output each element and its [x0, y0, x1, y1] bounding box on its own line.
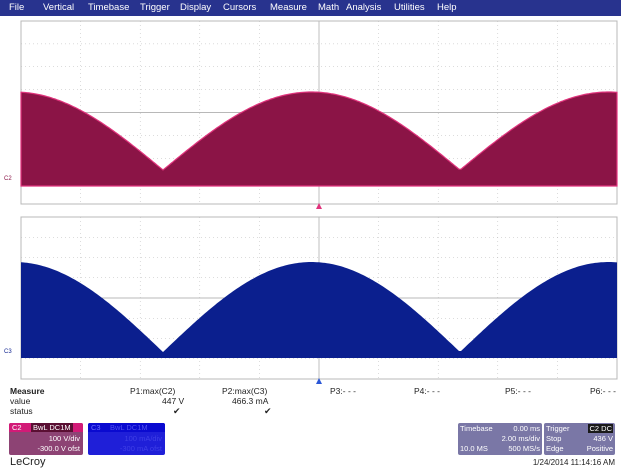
- c3-badge-name: C3: [91, 423, 101, 432]
- measure-title: Measure: [10, 386, 45, 396]
- timebase-label: Timebase: [460, 424, 493, 433]
- trace-c2: [20, 91, 618, 187]
- grid-c3[interactable]: C3: [0, 212, 621, 385]
- trigger-source: C2 DC: [588, 424, 613, 433]
- timebase-rate: 500 MS/s: [508, 444, 540, 453]
- trace-c3: [21, 262, 617, 358]
- menu-trigger[interactable]: Trigger: [140, 2, 170, 13]
- p2-status-check: ✔: [264, 406, 272, 416]
- p2-label[interactable]: P2:max(C3): [222, 386, 268, 396]
- menu-math[interactable]: Math: [318, 2, 340, 13]
- c2-marker: C2: [4, 176, 12, 182]
- trigger-mode: Stop: [546, 434, 562, 443]
- menu-display[interactable]: Display: [180, 2, 212, 13]
- trigger-marker: [316, 203, 322, 209]
- p4-label[interactable]: P4:- - -: [414, 386, 440, 396]
- c3-badge-coupling: BwL DC1M: [110, 423, 148, 432]
- timebase-scale: 2.00 ms/div: [501, 434, 540, 443]
- timebase-samples: 10.0 MS: [460, 444, 488, 453]
- menu-bar: File Vertical Timebase Trigger Display C…: [0, 0, 621, 16]
- p1-label[interactable]: P1:max(C2): [130, 386, 176, 396]
- time-marker: [316, 378, 322, 384]
- timestamp: 1/24/2014 11:14:16 AM: [532, 458, 615, 467]
- value-row-label: value: [10, 396, 31, 406]
- measure-table: Measure value status P1:max(C2) 447 V ✔ …: [0, 385, 621, 423]
- c3-badge-scale: 100 mA/div: [124, 434, 162, 443]
- p1-status-check: ✔: [173, 406, 181, 416]
- menu-measure[interactable]: Measure: [270, 2, 307, 13]
- lecroy-logo: LeCroy: [10, 456, 46, 468]
- c3-badge-offset: -300 mA ofst: [119, 444, 162, 453]
- timebase-delay: 0.00 ms: [513, 424, 540, 433]
- p1-value: 447 V: [162, 396, 185, 406]
- trigger-type: Edge: [546, 444, 564, 453]
- trigger-descriptor[interactable]: Trigger C2 DC Stop 436 V Edge Positive: [544, 423, 615, 455]
- timebase-descriptor[interactable]: Timebase 0.00 ms 2.00 ms/div 10.0 MS 500…: [458, 423, 542, 455]
- menu-analysis[interactable]: Analysis: [346, 2, 382, 13]
- p3-label[interactable]: P3:- - -: [330, 386, 356, 396]
- menu-timebase[interactable]: Timebase: [88, 2, 130, 13]
- p2-value: 466.3 mA: [232, 396, 269, 406]
- p6-label[interactable]: P6:- - -: [590, 386, 616, 396]
- c2-badge-offset: -300.0 V ofst: [37, 444, 80, 453]
- trigger-level: 436 V: [593, 434, 613, 443]
- menu-utilities[interactable]: Utilities: [394, 2, 425, 13]
- c2-descriptor[interactable]: C2 BwL DC1M 100 V/div -300.0 V ofst: [9, 423, 83, 455]
- status-row-label: status: [10, 406, 33, 416]
- trigger-slope: Positive: [586, 444, 613, 453]
- menu-help[interactable]: Help: [437, 2, 457, 13]
- trigger-label: Trigger: [546, 424, 570, 433]
- grid-c2[interactable]: C2: [0, 16, 621, 210]
- c2-badge-scale: 100 V/div: [48, 434, 80, 443]
- c2-badge-coupling: BwL DC1M: [31, 423, 73, 432]
- c3-marker: C3: [4, 349, 12, 355]
- menu-vertical[interactable]: Vertical: [43, 2, 75, 13]
- menu-file[interactable]: File: [9, 2, 25, 13]
- c2-badge-name: C2: [12, 423, 22, 432]
- menu-cursors[interactable]: Cursors: [223, 2, 257, 13]
- p5-label[interactable]: P5:- - -: [505, 386, 531, 396]
- c3-descriptor[interactable]: C3 BwL DC1M 100 mA/div -300 mA ofst: [88, 423, 165, 455]
